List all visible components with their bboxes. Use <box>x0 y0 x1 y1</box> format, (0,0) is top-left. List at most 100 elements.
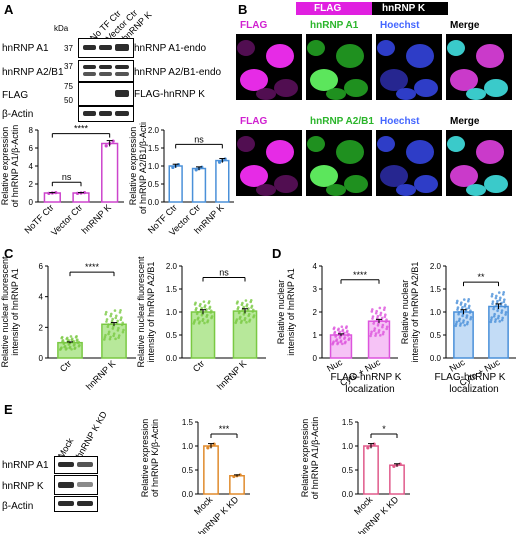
panel-letter-c: C <box>4 246 14 261</box>
data-point <box>72 339 75 343</box>
data-point <box>373 327 377 330</box>
data-point <box>492 315 496 318</box>
data-point <box>500 318 504 322</box>
data-point <box>106 325 110 328</box>
y-tick-label: 1.5 <box>166 285 178 294</box>
data-point <box>459 322 463 325</box>
data-point <box>193 318 197 322</box>
significance-label: *** <box>219 424 230 434</box>
blot-hnrnp-a2b1 <box>78 60 134 82</box>
legend-hnrnpk-bar: hnRNP K <box>372 2 448 15</box>
y-tick-label: 1.5 <box>430 285 442 294</box>
data-point <box>103 338 106 341</box>
significance-label: ** <box>477 272 485 282</box>
data-point <box>461 306 464 309</box>
bar <box>363 445 379 495</box>
y-tick-label: 2.0 <box>430 262 442 271</box>
data-point <box>496 299 499 303</box>
data-point <box>112 332 116 335</box>
micrograph-tile <box>376 130 442 196</box>
bar <box>101 323 127 359</box>
data-point <box>105 318 109 321</box>
data-point <box>245 321 248 324</box>
y-tick-label: 4 <box>29 162 34 171</box>
panel-letter-d: D <box>272 246 282 261</box>
y-tick-label: 4 <box>313 262 318 271</box>
data-point <box>381 323 385 327</box>
data-point <box>501 316 504 320</box>
data-point <box>497 291 501 294</box>
data-point <box>494 296 498 300</box>
y-axis-label: intensity of hnRNP A1 <box>10 268 20 355</box>
e-row-label: hnRNP A1 <box>2 460 49 471</box>
data-point <box>107 323 110 326</box>
data-point <box>495 304 498 307</box>
y-axis-label: of hnRNP A1/β-Actin <box>310 417 320 500</box>
data-point <box>345 325 348 328</box>
data-point <box>489 320 493 324</box>
blot-row-right-label: hnRNP A2/B1-endo <box>134 67 222 78</box>
data-point <box>385 325 389 329</box>
data-point <box>120 316 123 319</box>
y-tick-label: 0.0 <box>166 354 178 363</box>
y-tick-label: 2.0 <box>166 262 178 271</box>
data-point <box>392 464 396 468</box>
category-label: Mock <box>192 494 215 517</box>
micro-heading: Merge <box>450 116 480 127</box>
micro-heading: Hoechst <box>380 116 420 127</box>
data-point <box>207 300 211 303</box>
data-point <box>456 306 460 309</box>
y-tick-label: 1.0 <box>166 308 178 317</box>
data-point <box>63 344 67 348</box>
data-point <box>343 336 347 339</box>
data-point <box>122 328 125 332</box>
data-point <box>237 306 240 309</box>
y-tick-label: 0 <box>39 354 44 363</box>
legend-flag-bar: FLAG <box>296 2 372 15</box>
data-point <box>374 334 377 337</box>
category-label: Vector Ctr <box>49 202 84 237</box>
data-point <box>383 306 386 309</box>
data-point <box>104 144 108 148</box>
micrograph-tile <box>446 34 512 100</box>
data-point <box>109 312 113 316</box>
data-point <box>498 298 502 302</box>
lane-label-kd: hnRNP K KD <box>74 409 109 460</box>
y-tick-label: 3 <box>313 285 318 294</box>
data-point <box>489 318 493 322</box>
data-point <box>109 314 113 318</box>
micrograph-tile <box>306 34 372 100</box>
data-point <box>114 337 117 341</box>
data-point <box>198 320 201 323</box>
bar <box>203 445 219 495</box>
y-tick-label: 1.5 <box>148 144 160 153</box>
micrograph-tile <box>236 130 302 196</box>
data-point <box>194 168 198 172</box>
data-point <box>382 330 385 334</box>
micro-heading: hnRNP A1 <box>310 20 359 31</box>
blot-row-label: β-Actin <box>2 109 34 120</box>
data-point <box>496 309 499 313</box>
data-point <box>195 307 198 310</box>
data-point <box>494 318 498 321</box>
blot-e-actin <box>54 496 98 512</box>
bar <box>101 142 119 203</box>
y-tick-label: 2 <box>39 323 44 332</box>
data-point <box>385 318 388 322</box>
y-tick-label: 0.5 <box>166 331 178 340</box>
data-point <box>372 322 375 325</box>
data-point <box>504 303 507 307</box>
data-point <box>341 328 345 332</box>
data-point <box>501 293 505 296</box>
micrograph-tile <box>306 130 372 196</box>
y-axis-label: intensity of hnRNP A2/B1 <box>146 262 156 363</box>
panel-letter-a: A <box>4 2 14 17</box>
data-point <box>114 316 118 320</box>
data-point <box>469 309 472 312</box>
data-point <box>70 347 73 351</box>
y-tick-label: 1.5 <box>342 418 354 427</box>
data-point <box>252 308 255 312</box>
data-point <box>121 321 125 325</box>
data-point <box>203 321 206 325</box>
data-point <box>111 317 114 321</box>
